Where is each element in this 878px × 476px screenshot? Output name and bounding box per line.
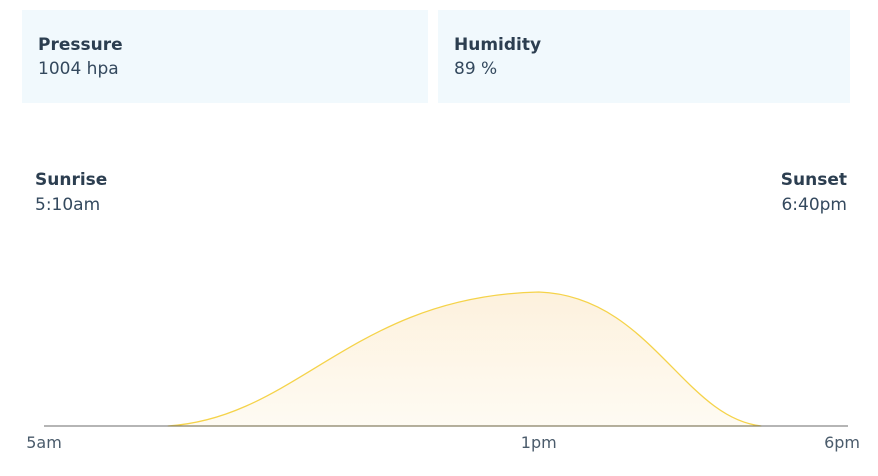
x-tick-label: 6pm bbox=[824, 433, 860, 452]
sunrise-time: 5:10am bbox=[35, 195, 101, 215]
sunset-block: Sunset 6:40pm bbox=[781, 168, 847, 218]
humidity-value: 89 % bbox=[454, 59, 498, 79]
humidity-card: Humidity 89 % bbox=[438, 10, 850, 103]
sunrise-label: Sunrise bbox=[35, 170, 108, 190]
sunset-label: Sunset bbox=[780, 170, 847, 190]
x-tick-label: 1pm bbox=[520, 433, 557, 452]
pressure-value: 1004 hpa bbox=[38, 59, 119, 79]
humidity-label: Humidity bbox=[454, 35, 542, 55]
x-tick-label: 5am bbox=[26, 433, 62, 452]
daylight-curve bbox=[167, 291, 762, 427]
pressure-card: Pressure 1004 hpa bbox=[22, 10, 428, 103]
sunrise-block: Sunrise 5:10am bbox=[35, 168, 107, 218]
sunset-time: 6:40pm bbox=[781, 195, 847, 215]
pressure-label: Pressure bbox=[38, 35, 123, 55]
